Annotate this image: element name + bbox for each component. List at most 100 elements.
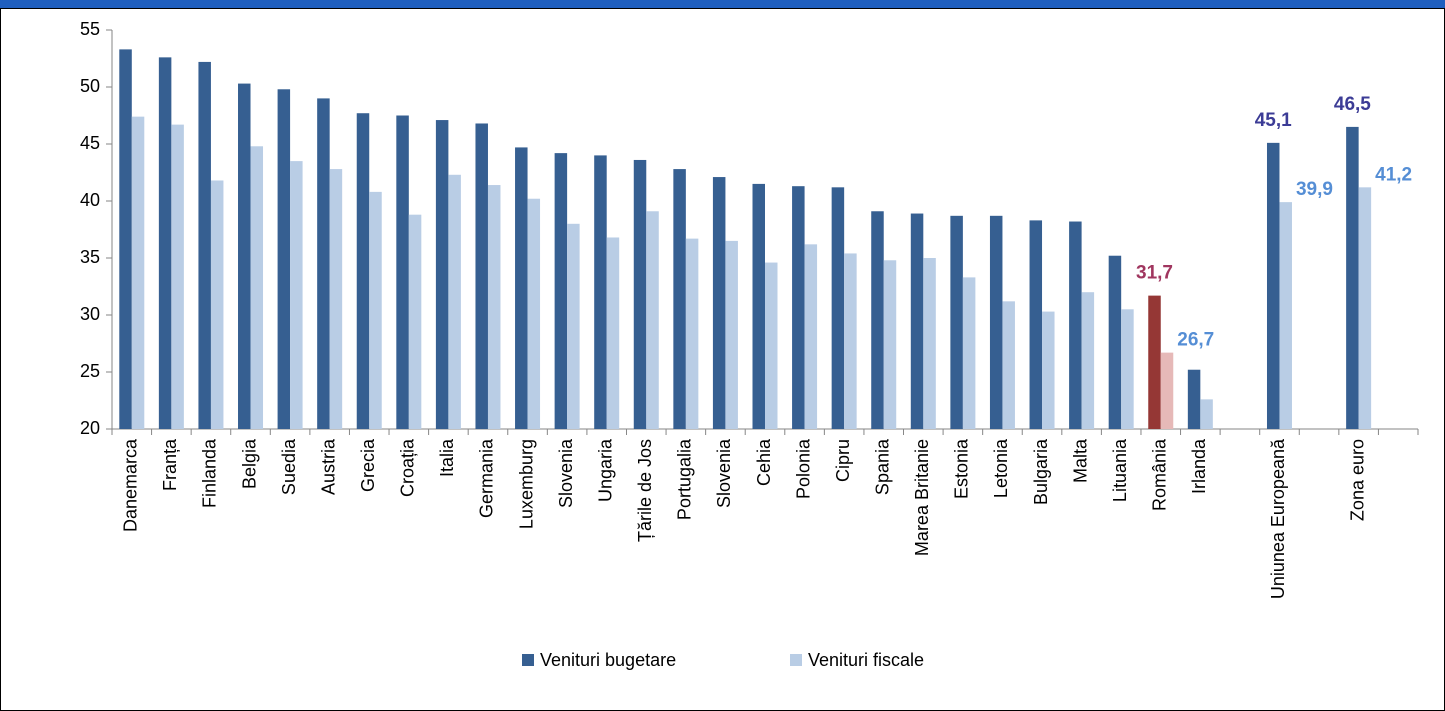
bar <box>329 169 343 429</box>
bar <box>1081 292 1095 429</box>
y-tick-label: 55 <box>80 19 100 39</box>
bar <box>752 183 765 429</box>
header-bar <box>0 0 1445 8</box>
bar <box>606 237 620 429</box>
data-label: 31,7 <box>1136 263 1173 284</box>
x-tick-label: România <box>1150 438 1170 511</box>
bar <box>883 260 897 429</box>
bar <box>923 258 936 429</box>
bar <box>1029 220 1043 429</box>
x-tick-label: Slovenia <box>714 438 734 508</box>
bar <box>1358 187 1372 429</box>
bar <box>277 89 291 429</box>
x-tick-label: Letonia <box>991 438 1011 498</box>
bar <box>646 211 659 429</box>
x-tick-label: Austria <box>318 438 338 495</box>
bar <box>871 211 884 429</box>
legend-swatch <box>790 654 802 666</box>
bar <box>989 215 1003 429</box>
bar <box>1187 369 1201 429</box>
bar <box>198 61 211 430</box>
x-tick-label: Țările de Jos <box>635 439 655 542</box>
legend-label: Venituri bugetare <box>540 650 676 670</box>
bar <box>1002 301 1015 429</box>
x-tick-label: Suedia <box>279 438 299 495</box>
y-tick-label: 40 <box>80 190 100 210</box>
bar <box>685 238 699 429</box>
bar <box>1279 202 1292 429</box>
bar <box>119 49 132 429</box>
x-tick-label: Marea Britanie <box>912 439 932 556</box>
data-label: 45,1 <box>1255 110 1292 131</box>
bar <box>158 57 172 430</box>
bar <box>1042 311 1055 429</box>
legend-swatch <box>522 654 534 666</box>
x-tick-label: Irlanda <box>1189 438 1209 494</box>
x-tick-label: Danemarca <box>121 438 141 532</box>
data-label: 26,7 <box>1177 330 1214 351</box>
bar <box>396 115 409 429</box>
bar <box>408 214 422 429</box>
bar <box>356 113 370 429</box>
bar <box>515 147 528 430</box>
x-tick-label: Portugalia <box>675 438 695 520</box>
bar <box>1069 221 1082 429</box>
bar <box>527 198 541 429</box>
data-label: 46,5 <box>1334 94 1371 115</box>
x-tick-label: Finlanda <box>200 438 220 508</box>
bar <box>1200 399 1213 429</box>
bar <box>369 191 382 429</box>
bar <box>250 146 264 429</box>
bar <box>554 153 568 429</box>
x-tick-label: Polonia <box>793 438 813 499</box>
bar <box>804 244 818 429</box>
x-tick-label: Grecia <box>358 438 378 492</box>
bar <box>962 277 976 429</box>
x-tick-label: Franța <box>160 438 180 491</box>
x-tick-label: Uniunea Europeană <box>1268 438 1288 599</box>
x-tick-label: Lituania <box>1110 438 1130 502</box>
bar <box>487 185 501 429</box>
bar <box>910 213 924 429</box>
bar <box>594 155 607 429</box>
x-tick-label: Bulgaria <box>1031 438 1051 505</box>
bar <box>171 124 184 430</box>
bar <box>1148 295 1161 429</box>
y-tick-label: 50 <box>80 76 100 96</box>
bar <box>712 177 726 429</box>
x-tick-label: Spania <box>872 438 892 495</box>
x-tick-label: Germania <box>477 438 497 518</box>
y-tick-label: 30 <box>80 304 100 324</box>
bar <box>317 98 330 430</box>
y-tick-label: 20 <box>80 418 100 438</box>
bar <box>1108 255 1122 429</box>
x-tick-label: Cehia <box>754 438 774 486</box>
y-tick-label: 45 <box>80 133 100 153</box>
bar <box>238 83 251 429</box>
data-label: 39,9 <box>1296 179 1333 200</box>
x-tick-label: Slovenia <box>556 438 576 508</box>
x-tick-label: Belgia <box>239 438 259 489</box>
x-tick-label: Cipru <box>833 439 853 482</box>
data-label: 41,2 <box>1375 164 1412 185</box>
bar <box>448 174 461 429</box>
x-tick-label: Malta <box>1070 438 1090 483</box>
x-tick-label: Estonia <box>952 438 972 499</box>
x-tick-label: Ungaria <box>595 438 615 502</box>
x-tick-label: Zona euro <box>1347 439 1367 521</box>
bar <box>765 262 778 429</box>
bar <box>210 180 224 429</box>
bar <box>950 215 963 429</box>
bar <box>1266 142 1280 430</box>
bar <box>567 223 580 429</box>
bar <box>1121 309 1134 429</box>
bar <box>844 253 857 429</box>
bar <box>633 159 647 429</box>
bar <box>1160 352 1174 429</box>
x-tick-label: Croația <box>398 438 418 497</box>
bar <box>725 240 738 429</box>
bar <box>673 169 686 429</box>
y-tick-label: 35 <box>80 247 100 267</box>
y-tick-label: 25 <box>80 361 100 381</box>
